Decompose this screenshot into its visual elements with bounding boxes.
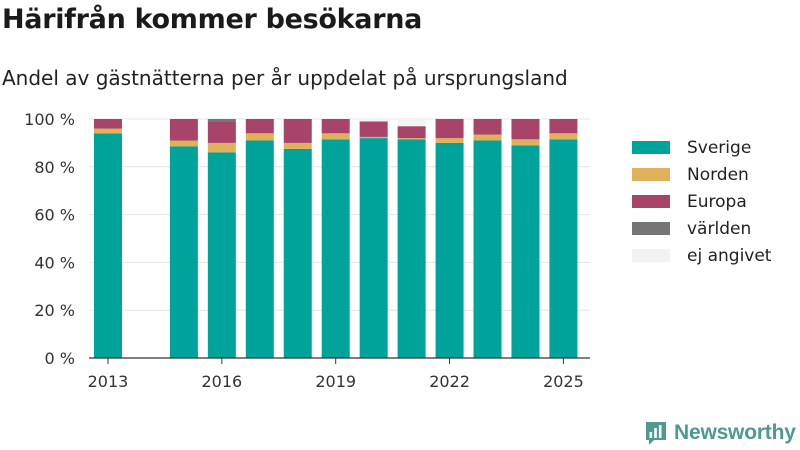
legend-item: Europa [632, 188, 771, 215]
bar-segment-norden [473, 134, 502, 141]
bar-segment-norden [245, 133, 274, 141]
y-tick-label: 20 % [34, 301, 75, 320]
legend-item: ej angivet [632, 242, 771, 269]
bar-segment-sverige [207, 152, 236, 358]
legend-swatch [632, 168, 670, 181]
legend-item: världen [632, 215, 771, 242]
bar-segment-norden [549, 133, 578, 140]
bar-segment-sverige [283, 148, 312, 358]
bar-segment-europa [207, 121, 236, 143]
bar-segment-europa [93, 119, 122, 129]
bar-segment-europa [473, 119, 502, 135]
bar-segment-norden [359, 136, 388, 139]
bar-segment-sverige [359, 138, 388, 358]
bar-segment-norden [321, 133, 350, 140]
bar-segment-sverige [511, 145, 540, 358]
x-tick-label: 2022 [429, 372, 470, 391]
bar-segment-europa [359, 121, 388, 137]
legend-label: Sverige [687, 137, 752, 158]
chart-subtitle: Andel av gästnätterna per år uppdelat på… [2, 66, 568, 90]
bar-segment-norden [511, 139, 540, 146]
bar-segment-sverige [169, 146, 198, 358]
legend-swatch [632, 222, 670, 235]
legend-item: Sverige [632, 134, 771, 161]
chart-title: Härifrån kommer besökarna [2, 4, 423, 35]
bar-segment-sverige [321, 139, 350, 358]
bar-segment-sverige [549, 139, 578, 358]
legend-swatch [632, 249, 670, 262]
legend-label: världen [687, 218, 752, 239]
bar-segment-sverige [93, 133, 122, 358]
bar-segment-norden [93, 128, 122, 134]
bar-segment-norden [283, 142, 312, 149]
y-tick-label: 0 % [45, 349, 75, 368]
x-tick-label: 2013 [88, 372, 129, 391]
legend-swatch [632, 195, 670, 208]
legend-swatch [632, 141, 670, 154]
y-tick-label: 40 % [34, 253, 75, 272]
bar-segment-norden [169, 140, 198, 147]
bar-segment-europa [397, 126, 426, 139]
bar-segment-ej-angivet [359, 119, 388, 122]
bar-segment-sverige [245, 140, 274, 358]
brand: Newsworthy [644, 420, 796, 446]
bar-segment-europa [245, 119, 274, 134]
y-tick-label: 60 % [34, 206, 75, 225]
legend-item: Norden [632, 161, 771, 188]
bar-segment-europa [169, 119, 198, 141]
bar-segment-europa [283, 119, 312, 143]
bar-segment-sverige [397, 139, 426, 358]
y-tick-label: 100 % [24, 110, 75, 129]
x-tick-label: 2025 [543, 372, 584, 391]
bar-segment-europa [435, 119, 464, 139]
chart-legend: Sverige Norden Europa världen ej angivet [632, 134, 771, 269]
bar-segment-europa [549, 119, 578, 134]
bar-segment-norden [435, 138, 464, 143]
bar-segment-ej-angivet [397, 119, 426, 127]
bar-segment-europa [511, 119, 540, 140]
legend-label: ej angivet [687, 245, 772, 266]
x-tick-label: 2019 [315, 372, 356, 391]
legend-label: Norden [687, 164, 749, 185]
newsworthy-logo-icon [646, 422, 666, 445]
bar-segment-världen [207, 119, 236, 122]
legend-label: Europa [687, 191, 747, 212]
bar-segment-europa [321, 119, 350, 134]
y-tick-label: 80 % [34, 158, 75, 177]
x-tick-label: 2016 [201, 372, 242, 391]
brand-label: Newsworthy [674, 421, 796, 444]
bar-segment-sverige [473, 140, 502, 358]
bar-segment-norden [397, 138, 426, 140]
bar-segment-norden [207, 142, 236, 153]
bar-segment-sverige [435, 142, 464, 358]
